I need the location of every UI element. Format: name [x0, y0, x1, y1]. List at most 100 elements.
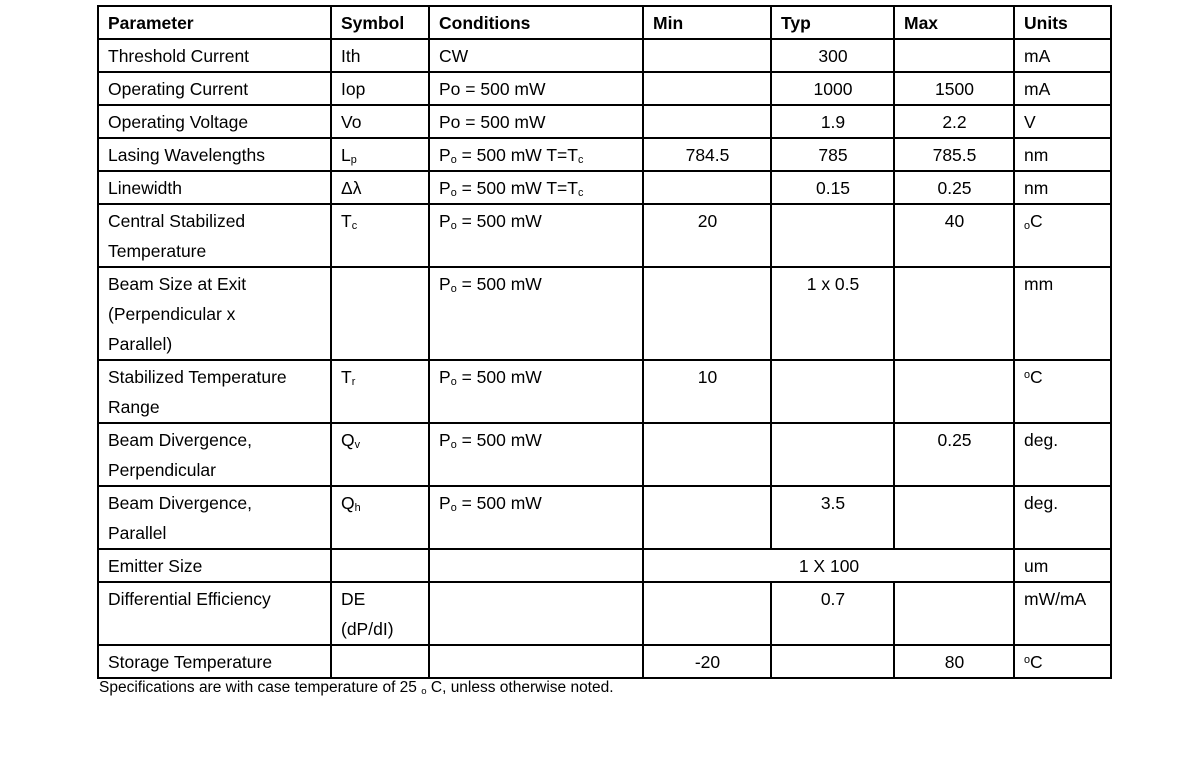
spec-table: Parameter Symbol Conditions Min Typ Max … [97, 5, 1112, 679]
cell-units: nm [1013, 137, 1112, 172]
cell-min: 10 [642, 359, 772, 424]
cell-units: mA [1013, 38, 1112, 73]
cell-typ [770, 644, 895, 679]
cell-parameter: Stabilized Temperature Range [97, 359, 332, 424]
col-header-symbol: Symbol [330, 5, 430, 40]
cell-units: V [1013, 104, 1112, 139]
cell-conditions [428, 581, 644, 646]
cell-max [893, 266, 1015, 361]
cell-symbol [330, 548, 430, 583]
cell-symbol: Iop [330, 71, 430, 106]
cell-units: oC [1013, 644, 1112, 679]
cell-conditions [428, 548, 644, 583]
table-row: Beam Size at Exit (Perpendicular x Paralle… [97, 266, 1112, 361]
cell-units: nm [1013, 170, 1112, 205]
cell-conditions: Po = 500 mW T=Tc [428, 137, 644, 172]
cell-min [642, 38, 772, 73]
col-header-parameter: Parameter [97, 5, 332, 40]
cell-units: mm [1013, 266, 1112, 361]
cell-min [642, 71, 772, 106]
cell-units: um [1013, 548, 1112, 583]
cell-parameter: Operating Voltage [97, 104, 332, 139]
cell-conditions: Po = 500 mW [428, 104, 644, 139]
col-header-min: Min [642, 5, 772, 40]
cell-parameter: Central Stabilized Temperature [97, 203, 332, 268]
cell-symbol [330, 644, 430, 679]
cell-max [893, 38, 1015, 73]
cell-typ: 0.7 [770, 581, 895, 646]
cell-max: 0.25 [893, 170, 1015, 205]
cell-max: 0.25 [893, 422, 1015, 487]
cell-min-typ-max: 1 X 100 [642, 548, 1015, 583]
cell-symbol: Tr [330, 359, 430, 424]
cell-symbol [330, 266, 430, 361]
cell-typ: 785 [770, 137, 895, 172]
table-row: Stabilized Temperature Range Tr Po = 500 mW… [97, 359, 1112, 424]
cell-max [893, 581, 1015, 646]
cell-parameter: Threshold Current [97, 38, 332, 73]
table-row: Operating Current Iop Po = 500 mW 1000 1500 m… [97, 71, 1112, 106]
cell-conditions [428, 644, 644, 679]
cell-units: deg. [1013, 422, 1112, 487]
footnote: Specifications are with case temperature… [99, 679, 614, 698]
cell-max: 1500 [893, 71, 1015, 106]
cell-min [642, 266, 772, 361]
cell-conditions: Po = 500 mW T=Tc [428, 170, 644, 205]
cell-min: 20 [642, 203, 772, 268]
table-row: Lasing Wavelengths Lp Po = 500 mW T=Tc 784.… [97, 137, 1112, 172]
table-row: Threshold Current Ith CW 300 mA [97, 38, 1112, 73]
cell-min [642, 485, 772, 550]
table-row: Storage Temperature -20 80 oC [97, 644, 1112, 679]
cell-symbol: Lp [330, 137, 430, 172]
cell-typ [770, 422, 895, 487]
cell-symbol: DE (dP/dI) [330, 581, 430, 646]
cell-typ: 1 x 0.5 [770, 266, 895, 361]
cell-typ: 1000 [770, 71, 895, 106]
cell-conditions: Po = 500 mW [428, 485, 644, 550]
cell-conditions: Po = 500 mW [428, 203, 644, 268]
cell-units: oC [1013, 359, 1112, 424]
cell-min [642, 581, 772, 646]
header-row: Parameter Symbol Conditions Min Typ Max … [97, 5, 1112, 40]
cell-units: oC [1013, 203, 1112, 268]
cell-symbol: Ith [330, 38, 430, 73]
cell-parameter: Beam Size at Exit (Perpendicular x Paralle… [97, 266, 332, 361]
cell-symbol: Qv [330, 422, 430, 487]
table-row: Differential Efficiency DE (dP/dI) 0.7 mW/mA [97, 581, 1112, 646]
cell-parameter: Differential Efficiency [97, 581, 332, 646]
cell-parameter: Emitter Size [97, 548, 332, 583]
cell-parameter: Lasing Wavelengths [97, 137, 332, 172]
cell-max: 785.5 [893, 137, 1015, 172]
table-row: Operating Voltage Vo Po = 500 mW 1.9 2.2 V [97, 104, 1112, 139]
cell-units: mW/mA [1013, 581, 1112, 646]
cell-symbol: Δλ [330, 170, 430, 205]
cell-conditions: Po = 500 mW [428, 422, 644, 487]
cell-max [893, 359, 1015, 424]
table-row: Beam Divergence, Parallel Qh Po = 500 mW 3.5… [97, 485, 1112, 550]
cell-parameter: Beam Divergence, Perpendicular [97, 422, 332, 487]
cell-typ: 3.5 [770, 485, 895, 550]
cell-parameter: Linewidth [97, 170, 332, 205]
table-row: Beam Divergence, Perpendicular Qv Po = 500 … [97, 422, 1112, 487]
cell-parameter: Beam Divergence, Parallel [97, 485, 332, 550]
table-row: Central Stabilized Temperature Tc Po = 500 … [97, 203, 1112, 268]
cell-max: 40 [893, 203, 1015, 268]
spec-table-header: Parameter Symbol Conditions Min Typ Max … [97, 5, 1112, 40]
cell-typ [770, 203, 895, 268]
cell-min [642, 170, 772, 205]
cell-conditions: Po = 500 mW [428, 359, 644, 424]
cell-symbol: Tc [330, 203, 430, 268]
cell-symbol: Vo [330, 104, 430, 139]
cell-max: 80 [893, 644, 1015, 679]
cell-typ [770, 359, 895, 424]
cell-conditions: Po = 500 mW [428, 71, 644, 106]
col-header-max: Max [893, 5, 1015, 40]
cell-parameter: Storage Temperature [97, 644, 332, 679]
cell-min: -20 [642, 644, 772, 679]
cell-units: mA [1013, 71, 1112, 106]
cell-max [893, 485, 1015, 550]
cell-symbol: Qh [330, 485, 430, 550]
cell-min [642, 104, 772, 139]
cell-min: 784.5 [642, 137, 772, 172]
